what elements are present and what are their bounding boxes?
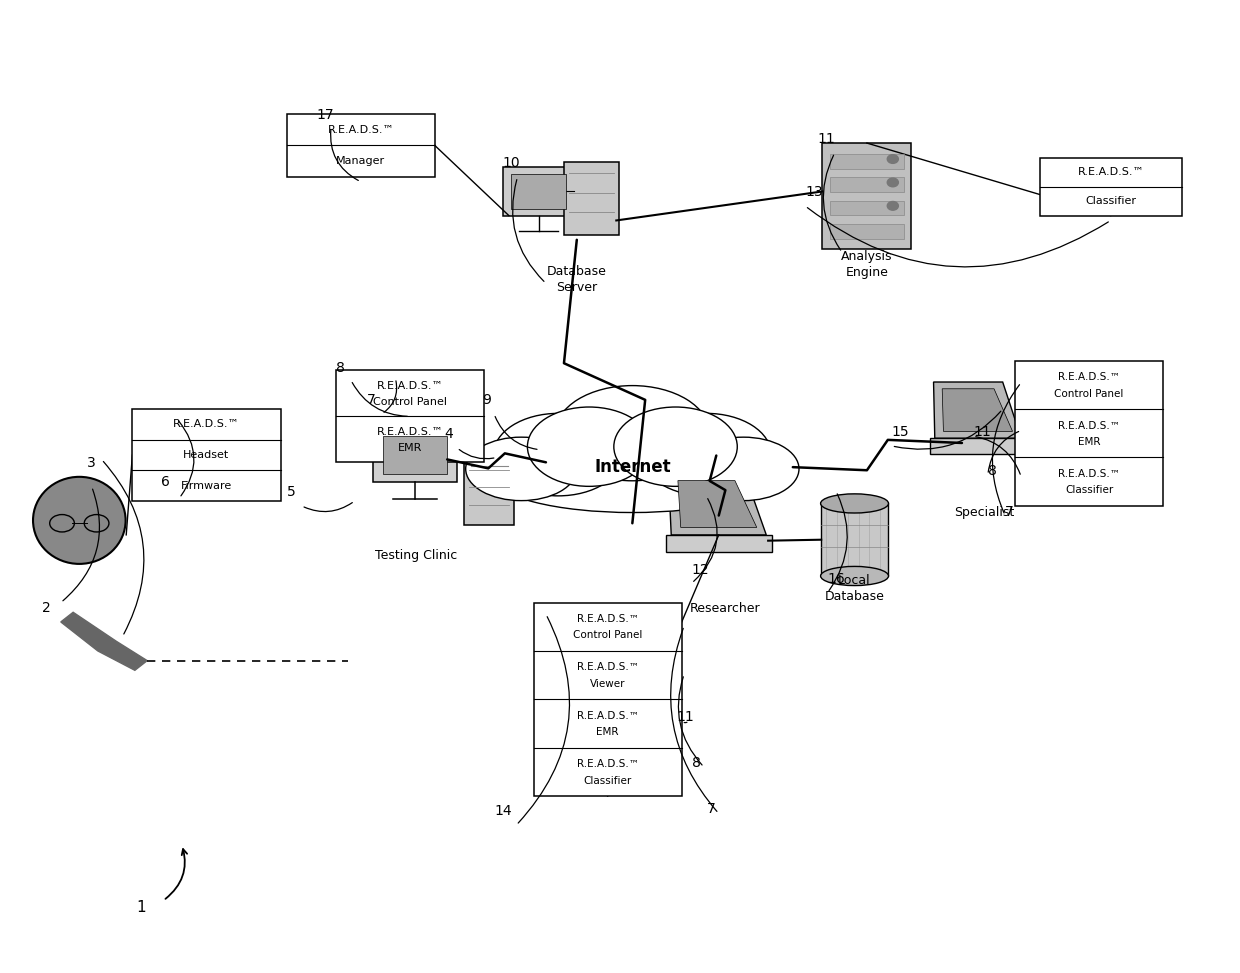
Circle shape <box>888 201 898 210</box>
Text: Headset: Headset <box>184 450 229 460</box>
Text: 11: 11 <box>817 132 836 146</box>
Ellipse shape <box>33 477 125 564</box>
FancyBboxPatch shape <box>1016 361 1163 506</box>
Polygon shape <box>668 473 766 535</box>
Text: Researcher: Researcher <box>689 602 760 615</box>
Polygon shape <box>678 481 756 527</box>
Text: R.E.A.D.S.™: R.E.A.D.S.™ <box>577 614 639 624</box>
FancyBboxPatch shape <box>286 114 435 177</box>
FancyBboxPatch shape <box>383 436 448 474</box>
FancyBboxPatch shape <box>373 428 458 482</box>
Text: 6: 6 <box>161 476 170 489</box>
Polygon shape <box>934 382 1022 438</box>
Text: R.E.A.D.S.™: R.E.A.D.S.™ <box>377 427 444 437</box>
FancyBboxPatch shape <box>830 177 904 192</box>
Text: 8: 8 <box>336 361 345 376</box>
Ellipse shape <box>466 437 577 501</box>
FancyBboxPatch shape <box>822 143 911 249</box>
FancyBboxPatch shape <box>465 457 513 525</box>
FancyBboxPatch shape <box>830 154 904 168</box>
Text: 11: 11 <box>973 425 991 439</box>
Text: Testing Clinic: Testing Clinic <box>376 549 458 562</box>
Text: EMR: EMR <box>596 727 619 738</box>
Text: 4: 4 <box>445 427 454 441</box>
Text: 5: 5 <box>286 486 295 499</box>
Text: 17: 17 <box>316 108 334 122</box>
Text: R.E.A.D.S.™: R.E.A.D.S.™ <box>577 759 639 770</box>
Text: 10: 10 <box>502 157 521 170</box>
FancyBboxPatch shape <box>666 535 771 552</box>
Ellipse shape <box>821 566 889 586</box>
FancyBboxPatch shape <box>830 200 904 215</box>
Polygon shape <box>942 389 1013 431</box>
Text: 14: 14 <box>494 805 512 818</box>
Text: Control Panel: Control Panel <box>1054 388 1123 399</box>
Text: R.E.A.D.S.™: R.E.A.D.S.™ <box>577 663 639 672</box>
Text: 8: 8 <box>988 464 997 478</box>
Text: 16: 16 <box>827 572 846 587</box>
Text: Manager: Manager <box>336 157 386 166</box>
FancyBboxPatch shape <box>1039 158 1182 216</box>
Text: Viewer: Viewer <box>590 679 625 689</box>
Text: 7: 7 <box>707 803 715 816</box>
Ellipse shape <box>556 385 709 481</box>
Text: 3: 3 <box>87 456 95 470</box>
FancyBboxPatch shape <box>930 438 1027 453</box>
Ellipse shape <box>641 414 771 496</box>
Text: R.E.A.D.S.™: R.E.A.D.S.™ <box>1078 167 1145 177</box>
Text: Local
Database: Local Database <box>825 574 884 602</box>
Text: Control Panel: Control Panel <box>373 397 448 407</box>
Text: R.E.A.D.S.™: R.E.A.D.S.™ <box>1058 373 1120 382</box>
Text: 7: 7 <box>367 393 376 408</box>
FancyBboxPatch shape <box>511 174 565 209</box>
Ellipse shape <box>494 441 771 513</box>
FancyBboxPatch shape <box>830 224 904 238</box>
FancyBboxPatch shape <box>502 167 574 216</box>
Text: 2: 2 <box>42 601 51 615</box>
Text: Internet: Internet <box>594 458 671 476</box>
Text: R.E.A.D.S.™: R.E.A.D.S.™ <box>174 419 239 429</box>
Ellipse shape <box>527 407 651 486</box>
Text: 11: 11 <box>677 709 694 724</box>
FancyBboxPatch shape <box>821 503 889 576</box>
Text: 8: 8 <box>692 756 701 770</box>
Ellipse shape <box>821 494 889 513</box>
Text: Classifier: Classifier <box>1085 197 1136 206</box>
FancyBboxPatch shape <box>133 409 280 501</box>
Ellipse shape <box>688 437 799 501</box>
Text: Classifier: Classifier <box>1065 486 1114 495</box>
Text: 12: 12 <box>692 562 709 577</box>
Text: Specialist: Specialist <box>954 506 1014 519</box>
Text: R.E.A.D.S.™: R.E.A.D.S.™ <box>1058 469 1120 479</box>
Text: 13: 13 <box>805 185 823 199</box>
FancyBboxPatch shape <box>336 371 484 462</box>
Text: Classifier: Classifier <box>584 775 632 785</box>
Text: Firmware: Firmware <box>181 481 232 490</box>
Text: Database
Server: Database Server <box>547 265 606 294</box>
Text: 9: 9 <box>482 393 491 408</box>
Text: EMR: EMR <box>1078 437 1100 447</box>
Polygon shape <box>61 612 148 670</box>
Ellipse shape <box>614 407 738 486</box>
Text: R.E.A.D.S.™: R.E.A.D.S.™ <box>577 711 639 721</box>
Text: EMR: EMR <box>398 443 423 452</box>
Text: 15: 15 <box>892 425 909 439</box>
FancyBboxPatch shape <box>564 162 619 234</box>
Text: 1: 1 <box>136 900 146 916</box>
Circle shape <box>888 155 898 163</box>
Text: 7: 7 <box>1006 505 1014 519</box>
Ellipse shape <box>494 414 622 496</box>
Text: Control Panel: Control Panel <box>573 631 642 640</box>
Text: R.E.A.D.S.™: R.E.A.D.S.™ <box>327 125 394 134</box>
Circle shape <box>888 178 898 187</box>
Text: R.E.A.D.S.™: R.E.A.D.S.™ <box>377 381 444 391</box>
FancyBboxPatch shape <box>533 602 682 796</box>
Text: Analysis
Engine: Analysis Engine <box>841 250 893 278</box>
Text: R.E.A.D.S.™: R.E.A.D.S.™ <box>1058 420 1120 430</box>
